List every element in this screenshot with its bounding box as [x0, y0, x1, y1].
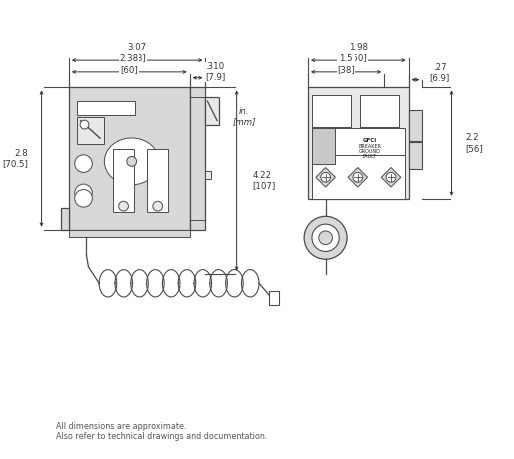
Bar [206, 97, 219, 124]
Text: FAULT: FAULT [363, 154, 377, 159]
Bar [69, 88, 190, 230]
Circle shape [80, 120, 89, 129]
Text: GROUND: GROUND [359, 149, 381, 154]
Polygon shape [316, 168, 335, 187]
Circle shape [353, 173, 363, 182]
Bar [312, 95, 351, 127]
Circle shape [386, 173, 396, 182]
Bar [340, 174, 375, 181]
Text: in.
[mm]: in. [mm] [233, 107, 256, 127]
Text: 2.8
[70.5]: 2.8 [70.5] [2, 149, 28, 168]
Circle shape [75, 184, 93, 202]
Text: 4.22
[107]: 4.22 [107] [252, 171, 276, 190]
Polygon shape [348, 168, 368, 187]
Bar [409, 142, 422, 169]
Text: 2.2
[56]: 2.2 [56] [465, 134, 483, 153]
Bar [409, 110, 422, 141]
Circle shape [153, 202, 162, 211]
Text: .27
[6.9]: .27 [6.9] [430, 63, 450, 83]
Circle shape [153, 150, 167, 163]
Bar [312, 155, 405, 199]
Circle shape [304, 216, 347, 259]
Circle shape [319, 231, 333, 245]
Bar [360, 95, 399, 127]
Bar [206, 171, 211, 179]
Circle shape [75, 155, 93, 173]
Bar [312, 129, 405, 163]
Text: 2.38
[60]: 2.38 [60] [120, 54, 139, 74]
Text: Also refer to technical drawings and documentation.: Also refer to technical drawings and doc… [56, 432, 268, 442]
Circle shape [321, 173, 331, 182]
Circle shape [127, 157, 137, 166]
Bar [312, 129, 335, 163]
Text: BREAKER: BREAKER [359, 144, 381, 149]
Text: .310
[7.9]: .310 [7.9] [205, 62, 225, 82]
Bar [61, 208, 69, 230]
Bar [77, 117, 104, 144]
Bar [190, 88, 206, 230]
Bar [77, 101, 135, 115]
Ellipse shape [104, 138, 159, 185]
Text: 1.5
[38]: 1.5 [38] [337, 54, 355, 74]
Bar [269, 291, 279, 305]
Polygon shape [381, 168, 401, 187]
Circle shape [75, 190, 93, 207]
Text: 3.07
[78]: 3.07 [78] [127, 43, 146, 62]
Text: 1.98
[50]: 1.98 [50] [349, 43, 368, 62]
Text: GFCI: GFCI [363, 138, 377, 143]
Bar [308, 88, 409, 199]
Circle shape [312, 224, 339, 252]
Bar [147, 149, 169, 212]
Circle shape [119, 202, 128, 211]
Bar [69, 230, 190, 237]
Text: All dimensions are approximate.: All dimensions are approximate. [56, 422, 187, 431]
Bar [113, 149, 134, 212]
